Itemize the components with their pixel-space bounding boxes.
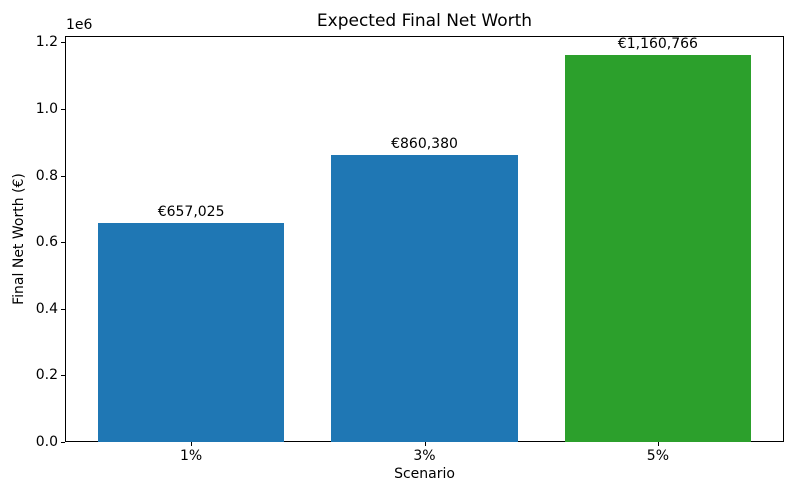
bar-value-label: €860,380 xyxy=(391,136,458,153)
y-tick-mark xyxy=(61,442,65,443)
x-tick-mark xyxy=(191,442,193,446)
y-tick-mark xyxy=(61,175,65,177)
y-tick-label: 1.2 xyxy=(35,34,58,51)
y-tick-mark xyxy=(61,108,65,110)
y-tick-mark xyxy=(61,308,65,310)
chart-title: Expected Final Net Worth xyxy=(316,11,533,31)
y-tick-mark xyxy=(61,42,65,44)
x-tick-mark xyxy=(424,442,426,446)
bar-1% xyxy=(97,223,285,442)
bar-3% xyxy=(331,155,518,442)
y-axis-offset-text: 1e6 xyxy=(66,17,93,33)
y-tick-label: 0.6 xyxy=(35,234,58,251)
y-tick-label: 0.0 xyxy=(35,434,58,450)
x-tick-label: 3% xyxy=(413,448,436,464)
x-tick-label: 5% xyxy=(646,448,669,464)
y-axis-label: Final Net Worth (€) xyxy=(11,173,27,305)
y-tick-label: 1.0 xyxy=(35,100,58,117)
y-tick-label: 0.4 xyxy=(35,300,58,317)
bar-5% xyxy=(564,55,752,442)
bar-value-label: €657,025 xyxy=(157,204,225,221)
y-tick-label: 0.2 xyxy=(35,367,58,384)
x-axis-label: Scenario xyxy=(394,466,455,482)
y-tick-mark xyxy=(61,242,65,244)
bar-value-label: €1,160,766 xyxy=(617,36,698,53)
x-tick-label: 1% xyxy=(179,448,203,464)
y-tick-mark xyxy=(61,375,65,377)
x-tick-mark xyxy=(657,442,659,446)
y-tick-label: 0.8 xyxy=(35,167,58,184)
